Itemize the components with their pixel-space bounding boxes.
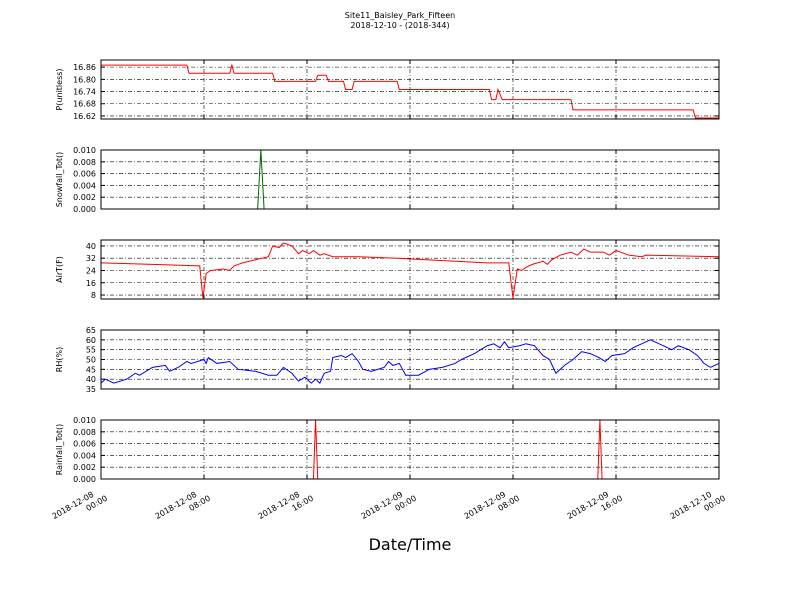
y-tick-label: 0.008 <box>73 158 96 167</box>
y-tick-label: 0.004 <box>73 181 96 190</box>
y-tick-label: 24 <box>86 266 96 275</box>
chart-title: Site11_Baisley_Park_Fifteen <box>345 11 455 20</box>
y-tick-label: 45 <box>86 365 96 374</box>
y-axis-label: AirT(F) <box>55 256 64 283</box>
y-tick-label: 60 <box>86 336 96 345</box>
data-line <box>101 63 719 119</box>
y-tick-label: 0.008 <box>73 428 96 437</box>
y-tick-label: 16 <box>86 279 96 288</box>
y-tick-label: 16.74 <box>73 88 96 97</box>
plot-frame <box>100 239 720 300</box>
data-line <box>100 242 720 299</box>
y-axis-label: Rainfall_Tot() <box>55 424 64 476</box>
y-tick-label: 0.002 <box>73 193 96 202</box>
y-tick-label: 0.006 <box>73 440 96 449</box>
plot-frame <box>100 149 720 210</box>
y-tick-label: 16.86 <box>73 63 96 72</box>
y-tick-label: 40 <box>86 242 96 251</box>
y-axis-label: Snowfall_Tot() <box>55 152 64 208</box>
y-tick-label: 16.68 <box>73 100 96 109</box>
data-line <box>100 339 720 384</box>
y-tick-label: 0.006 <box>73 170 96 179</box>
x-axis-label: Date/Time <box>369 535 452 554</box>
chart-subtitle: 2018-12-10 - (2018-344) <box>350 21 449 30</box>
y-tick-label: 0.002 <box>73 463 96 472</box>
y-tick-label: 0.000 <box>73 205 96 214</box>
y-tick-label: 55 <box>86 346 96 355</box>
y-tick-label: 0.010 <box>73 146 96 155</box>
plot-frame <box>100 419 720 480</box>
y-tick-label: 0.004 <box>73 451 96 460</box>
y-axis-label: RH(%) <box>55 347 64 372</box>
y-tick-label: 32 <box>86 254 96 263</box>
y-tick-label: 65 <box>86 326 96 335</box>
y-tick-label: 16.80 <box>73 75 96 84</box>
y-tick-label: 0.000 <box>73 475 96 484</box>
plot-frame <box>100 59 720 120</box>
y-tick-label: 0.010 <box>73 416 96 425</box>
y-tick-label: 50 <box>86 356 96 365</box>
plot-frame <box>100 329 720 390</box>
y-tick-label: 40 <box>86 375 96 384</box>
y-tick-label: 16.62 <box>73 112 96 121</box>
y-axis-label: P(unitless) <box>55 68 64 110</box>
y-tick-label: 35 <box>86 385 96 394</box>
y-tick-label: 8 <box>91 291 96 300</box>
